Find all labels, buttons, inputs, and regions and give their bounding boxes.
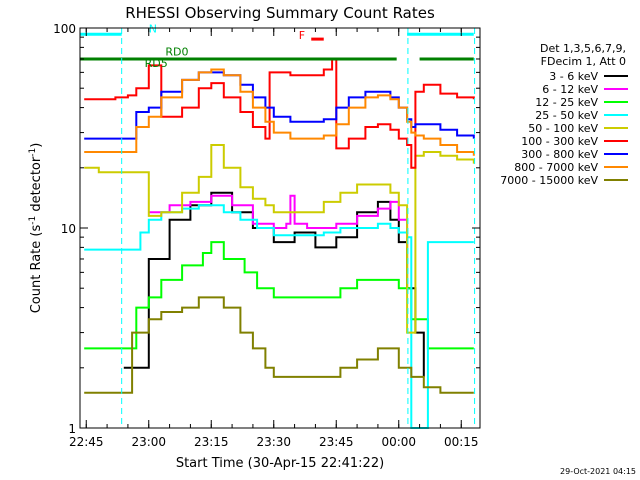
x-tick-label: 23:45 [319, 435, 354, 449]
annotation-label: RD5 [145, 57, 168, 70]
series-line [84, 296, 474, 394]
series-line [84, 144, 475, 334]
legend-entry-label: 3 - 6 keV [549, 70, 598, 83]
legend-header-line-2: FDecim 1, Att 0 [541, 55, 626, 68]
legend-entry-label: 7000 - 15000 keV [500, 174, 598, 187]
x-tick-label: 22:45 [69, 435, 104, 449]
series-line [123, 191, 425, 377]
y-axis-label-end: ) [29, 143, 44, 148]
y-axis-label-exp1: -1 [28, 216, 38, 225]
legend-entry-label: 300 - 800 keV [521, 148, 598, 161]
legend-entry-label: 50 - 100 keV [528, 122, 598, 135]
y-tick-label: 100 [53, 22, 76, 36]
annotation-label: N [149, 22, 157, 35]
x-tick-label: 23:00 [131, 435, 166, 449]
chart-title: RHESSI Observing Summary Count Rates [125, 4, 435, 22]
series-line [84, 204, 474, 429]
y-axis-label-exp2: -1 [28, 148, 38, 157]
x-tick-label: 23:15 [194, 435, 229, 449]
legend-entry-label: 12 - 25 keV [535, 96, 598, 109]
series-line [84, 241, 474, 350]
y-axis-label: Count Rate (s-1 detector-1) [28, 143, 44, 314]
y-axis-label-mid: detector [29, 156, 44, 216]
x-tick-label: 00:15 [444, 435, 479, 449]
x-tick-label: 23:30 [256, 435, 291, 449]
legend-entry-label: 6 - 12 keV [542, 83, 598, 96]
legend: Det 1,3,5,6,7,9, FDecim 1, Att 0 3 - 6 k… [500, 42, 628, 187]
x-axis-label: Start Time (30-Apr-15 22:41:22) [176, 456, 384, 471]
series-line [148, 194, 409, 248]
annotation-label: RD0 [165, 45, 188, 58]
legend-entry-label: 100 - 300 keV [521, 135, 598, 148]
x-tick-label: 00:00 [381, 435, 416, 449]
y-tick-label: 1 [68, 422, 76, 436]
series-line [84, 68, 475, 156]
annotation-label: F [299, 29, 305, 42]
legend-entry-label: 800 - 7000 keV [514, 161, 598, 174]
footer-timestamp: 29-Oct-2021 04:15 [560, 467, 636, 476]
y-axis-label-main: Count Rate (s [29, 225, 44, 314]
y-tick-label: 10 [61, 222, 76, 236]
legend-entry-label: 25 - 50 keV [535, 109, 598, 122]
axes: 1 10 100 22:45 23:00 23:15 23:30 23:45 00:00 00:1… [53, 22, 481, 449]
legend-header-line-1: Det 1,3,5,6,7,9, [540, 42, 626, 55]
series-line [84, 58, 475, 169]
